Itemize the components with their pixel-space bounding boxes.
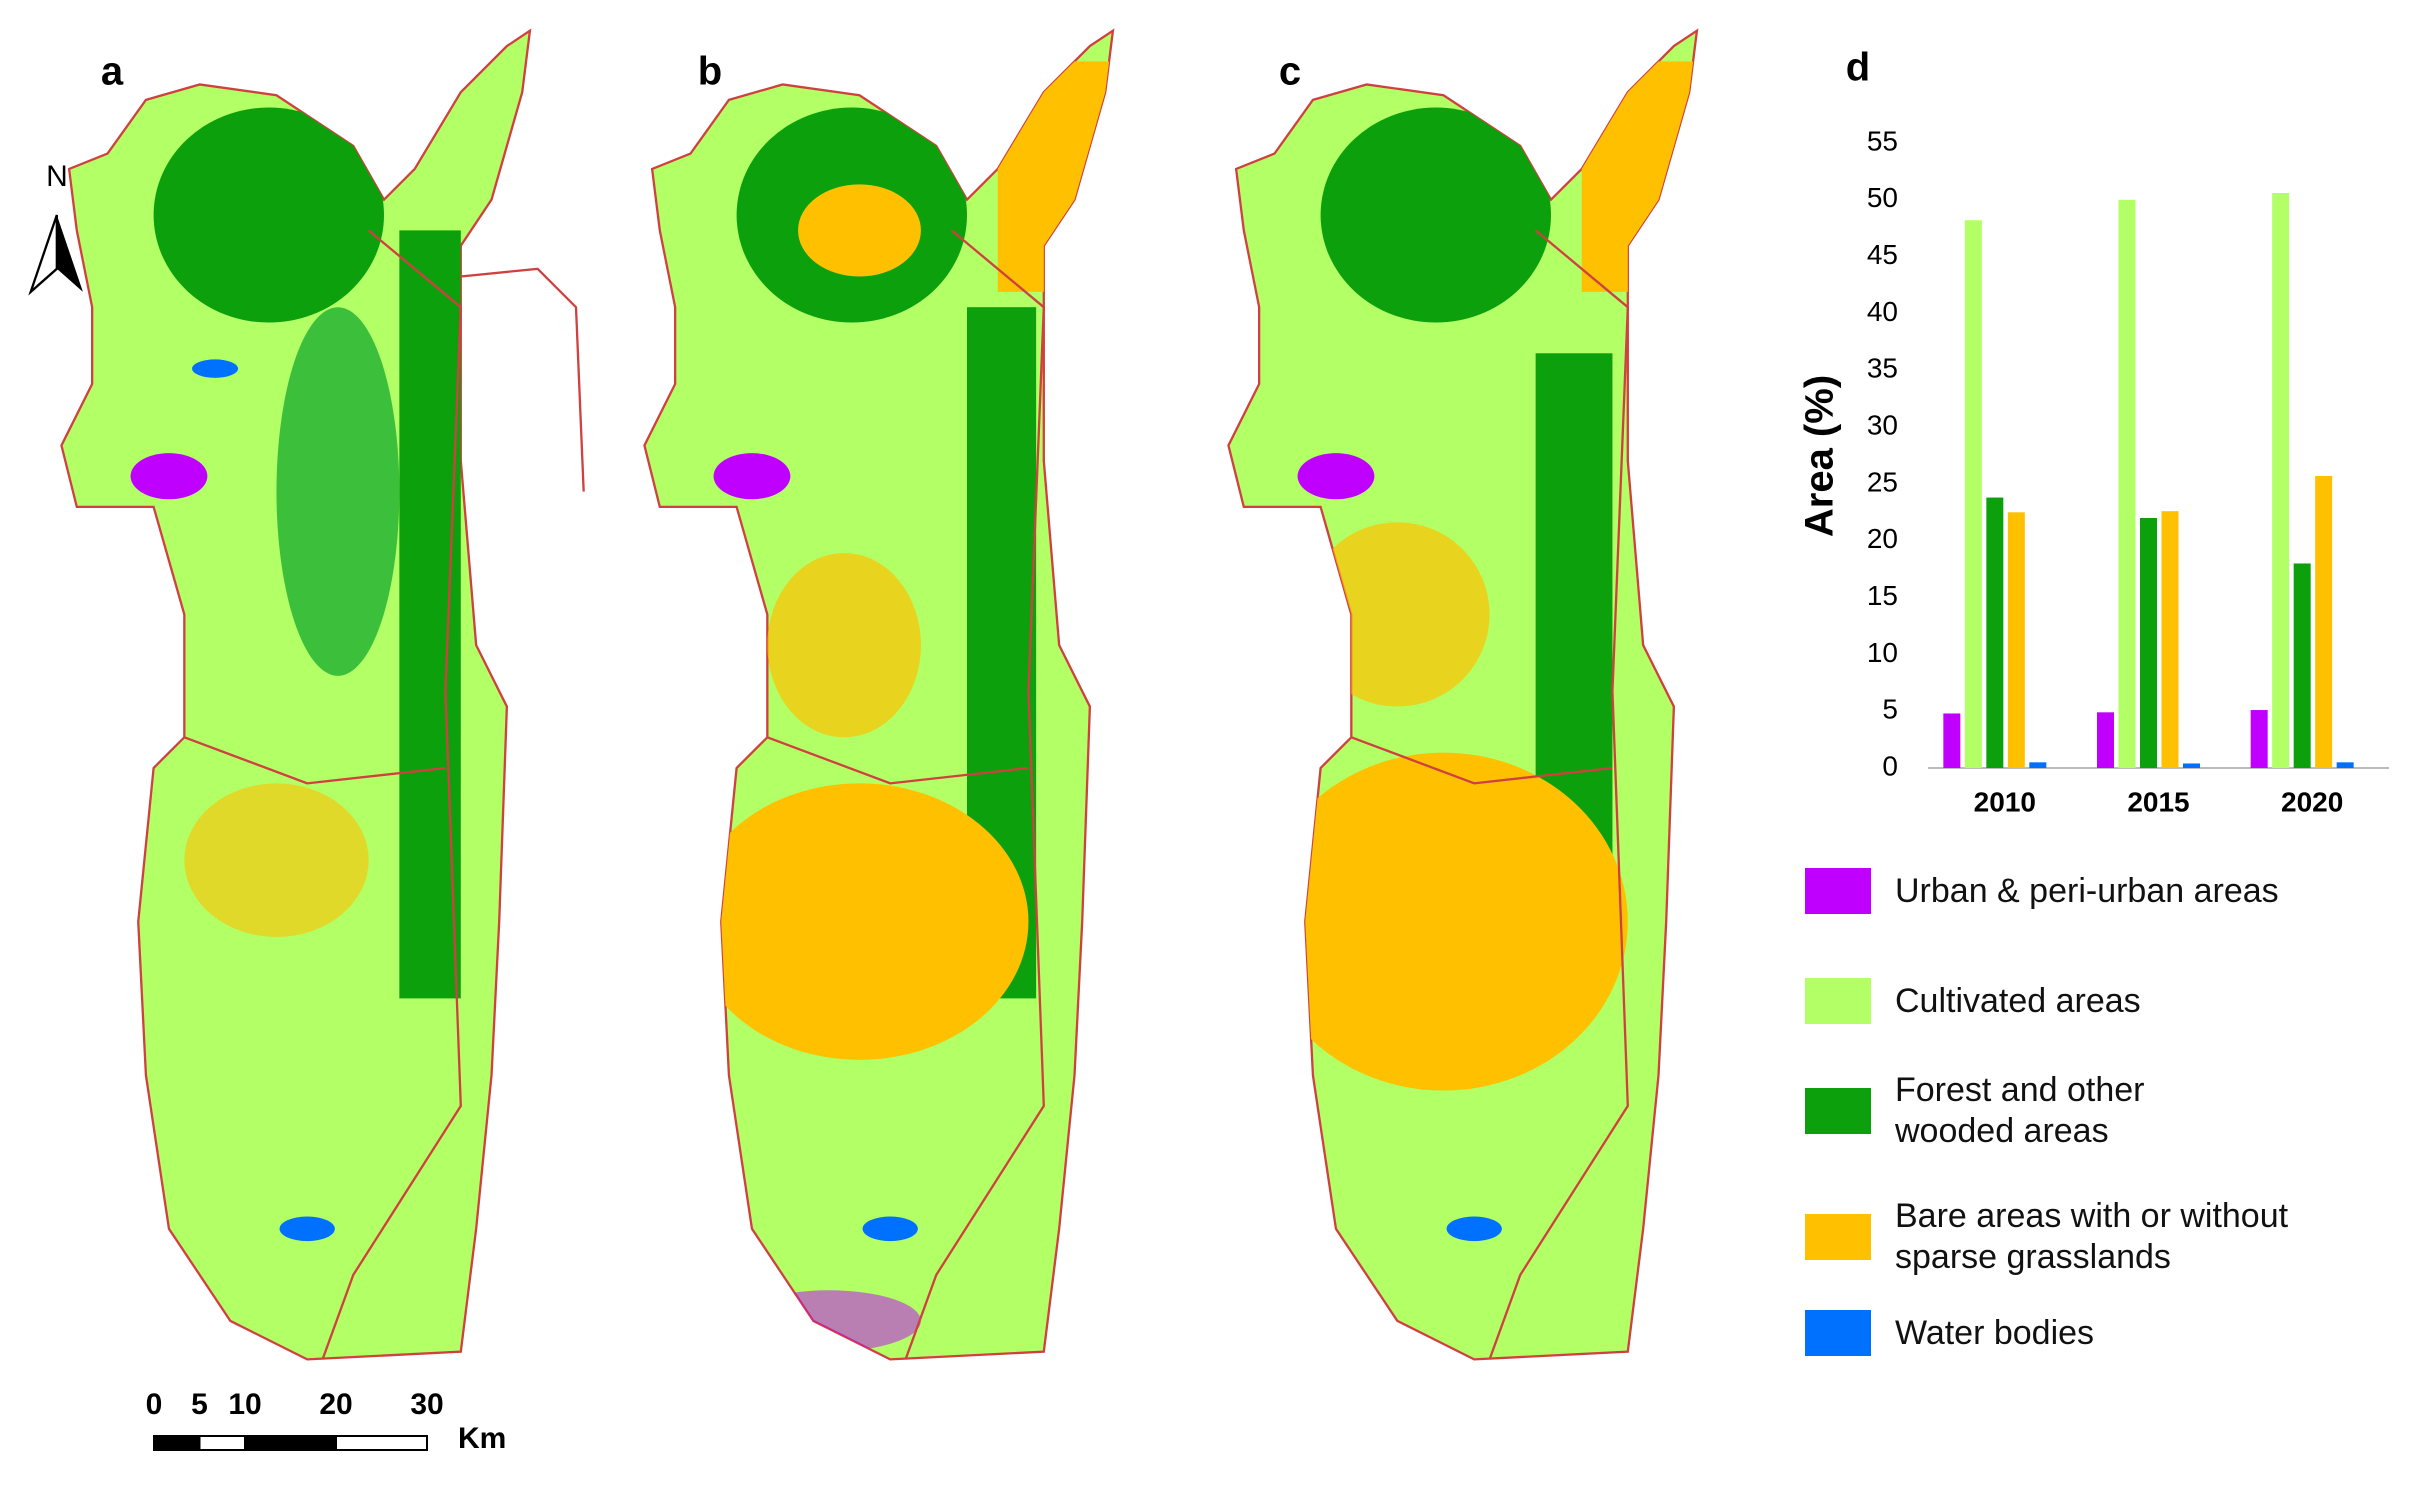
legend-label: Bare areas with or without sparse grassl… [1895,1197,2289,1276]
scale-unit: Km [458,1422,506,1455]
legend-item: Urban & peri-urban areas [1805,868,2409,914]
bar [2097,712,2114,768]
y-tick-label: 0 [1882,750,1898,781]
legend-label: Water bodies [1895,1313,2095,1352]
y-tick-label: 25 [1867,466,1898,497]
bar [2029,762,2047,768]
y-tick-label: 30 [1867,409,1898,440]
y-tick-label: 45 [1867,239,1898,270]
bar [2183,763,2200,768]
y-tick-label: 10 [1867,637,1898,668]
legend-label: Forest and other wooded areas [1895,1071,2145,1150]
y-tick-label: 35 [1867,353,1898,384]
bar [2293,563,2311,768]
map [1227,29,1699,1361]
scale-label: 30 [410,1388,443,1421]
y-tick-label: 5 [1882,694,1898,725]
legend-label: Cultivated areas [1895,981,2141,1020]
scale-segment [335,1435,428,1451]
legend-swatch [1805,868,1871,914]
legend-swatch [1805,1087,1871,1134]
legend-item: Forest and other wooded areas [1805,1070,2225,1152]
x-tick-label: 2020 [2281,786,2343,817]
bar [2140,518,2157,768]
bar [2272,193,2290,768]
scale-label: 10 [228,1388,261,1421]
bar [2007,512,2025,768]
scale-segment [244,1435,337,1451]
y-axis-label: Area (%) [1798,375,1842,537]
x-tick-label: 2015 [2127,786,2189,817]
scale-segment [153,1435,201,1451]
legend-swatch [1805,1213,1871,1260]
panel-label: c [1279,50,1301,94]
legend-label: Urban & peri-urban areas [1895,871,2279,910]
y-tick-label: 15 [1867,580,1898,611]
panel-label: b [698,50,722,94]
bar [1943,713,1961,768]
scale-label: 0 [146,1388,163,1421]
bar [1986,497,2004,768]
scale-segment [198,1435,246,1451]
y-tick-label: 40 [1867,296,1898,327]
north-label: N [46,160,68,193]
map [643,29,1115,1361]
legend-item: Water bodies [1805,1310,2409,1356]
bar [2161,511,2179,768]
scale-label: 20 [319,1388,352,1421]
y-tick-label: 50 [1867,182,1898,213]
map [60,29,585,1361]
bar [2250,710,2268,768]
scale-label: 5 [191,1388,208,1421]
legend-item: Bare areas with or without sparse grassl… [1805,1196,2395,1278]
y-tick-label: 55 [1867,125,1898,156]
north-arrow [28,214,83,296]
bar [2336,762,2354,768]
bar [1964,220,1982,769]
panel-label: a [101,50,124,94]
bar [2118,199,2136,768]
panel-label: d [1846,46,1870,90]
y-tick-label: 20 [1867,523,1898,554]
legend-swatch [1805,1310,1871,1356]
x-tick-label: 2010 [1974,786,2036,817]
bar [2315,475,2333,768]
legend-swatch [1805,978,1871,1024]
legend-item: Cultivated areas [1805,978,2409,1024]
